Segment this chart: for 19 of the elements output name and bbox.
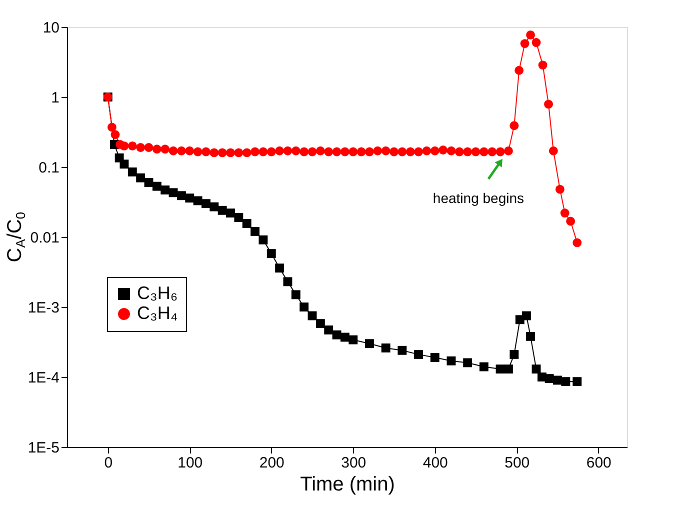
- x-tick-label: 300: [341, 454, 366, 472]
- y-tick-label: 10: [42, 20, 60, 36]
- y-tick-label: 1E-5: [28, 440, 60, 456]
- x-tick-label: 400: [422, 454, 448, 472]
- x-tick-label: 100: [178, 454, 203, 472]
- x-tick-label: 600: [586, 454, 612, 472]
- legend-label: C₃H₆: [137, 283, 178, 303]
- x-tick-label: 200: [259, 454, 284, 472]
- x-axis-title: Time (min): [300, 474, 395, 496]
- y-tick-label: 0.01: [30, 230, 60, 246]
- annotation: heating begins: [432, 190, 524, 206]
- y-tick-label: 1E-3: [28, 300, 60, 316]
- y-tick-label: 1: [51, 90, 60, 106]
- legend-label: C₃H₄: [137, 303, 178, 323]
- y-tick-label: 0.1: [38, 160, 60, 176]
- y-axis-title: CA/C0: [4, 212, 28, 262]
- x-tick-label: 500: [504, 454, 530, 472]
- y-tick-label: 1E-4: [28, 370, 60, 386]
- x-tick-label: 0: [104, 454, 113, 472]
